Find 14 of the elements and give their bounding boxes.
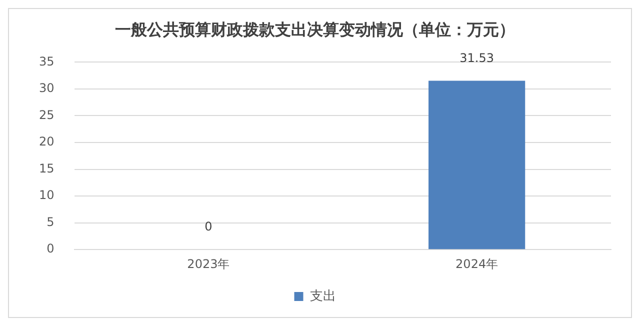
y-tick-label: 20 [38,134,54,149]
y-tick-label: 10 [38,188,54,202]
legend-label: 支出 [310,288,336,304]
y-tick-label: 15 [38,161,54,176]
x-tick-label: 2024年 [456,256,498,271]
data-label: 31.53 [460,50,494,65]
data-label: 0 [204,220,212,234]
y-tick-label: 5 [46,214,54,229]
y-tick-label: 25 [38,108,54,122]
y-tick-label: 0 [46,242,54,256]
y-tick-label: 30 [38,81,54,96]
y-tick-label: 35 [38,54,54,68]
chart-title: 一般公共预算财政拨款支出决算变动情况（单位：万元） [115,20,515,39]
x-tick-label: 2023年 [187,256,230,271]
